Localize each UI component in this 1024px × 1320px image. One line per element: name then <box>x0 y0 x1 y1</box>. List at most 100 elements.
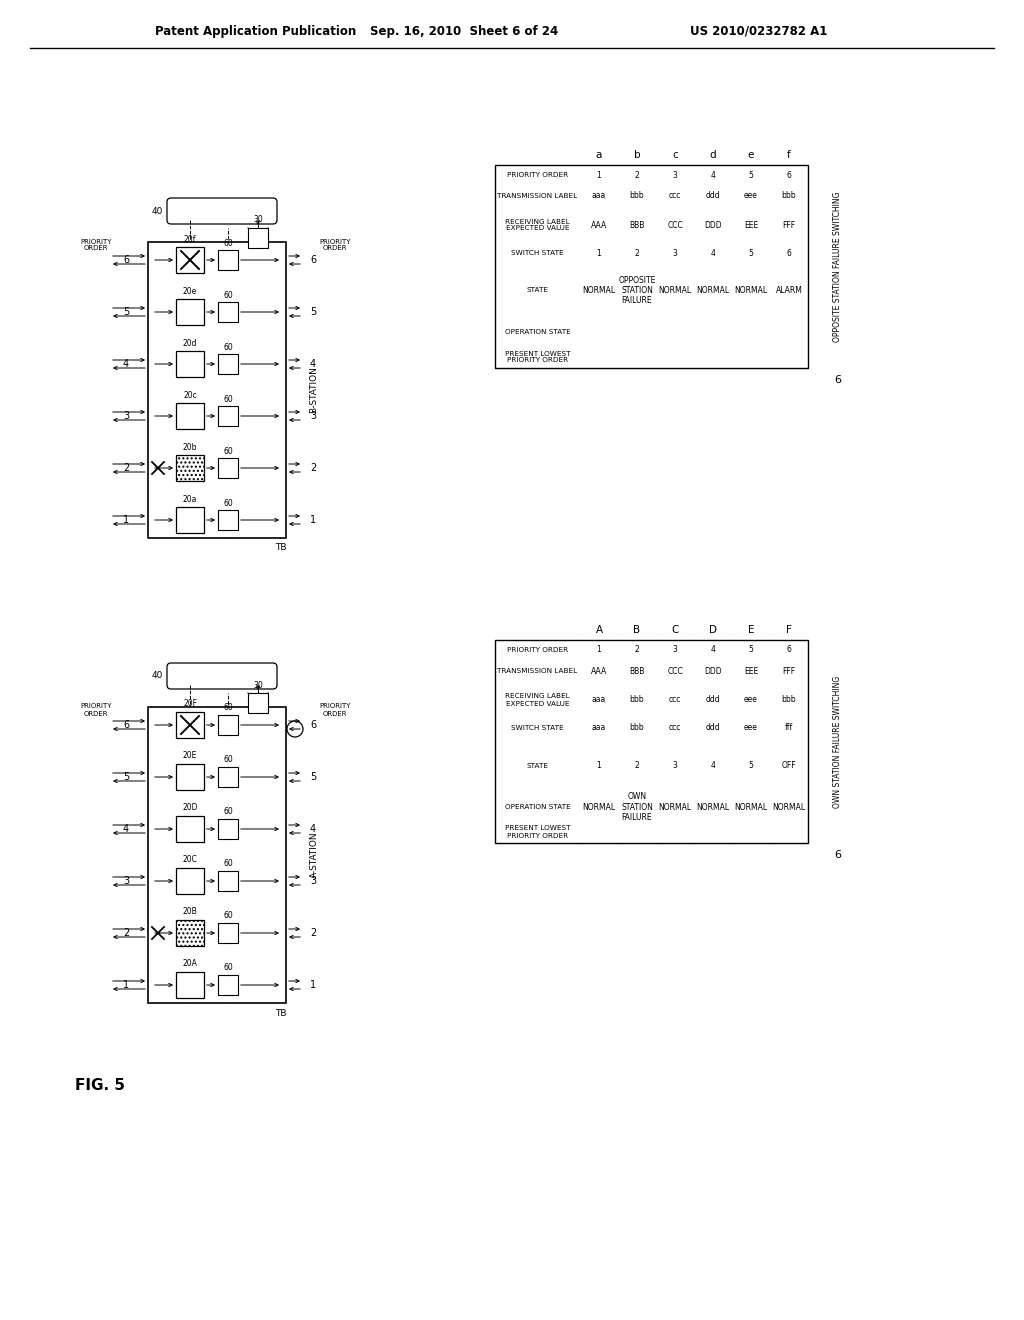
Text: PRESENT LOWEST
PRIORITY ORDER: PRESENT LOWEST PRIORITY ORDER <box>505 825 570 838</box>
Text: 6: 6 <box>786 170 792 180</box>
Text: 1: 1 <box>597 645 601 655</box>
Text: 60: 60 <box>223 808 232 817</box>
Text: AAA: AAA <box>591 667 607 676</box>
Text: SWITCH STATE: SWITCH STATE <box>511 725 564 731</box>
Text: 5: 5 <box>123 772 129 781</box>
Text: B-STATION: B-STATION <box>309 367 318 413</box>
Text: PRIORITY
ORDER: PRIORITY ORDER <box>80 704 112 717</box>
Text: bbb: bbb <box>781 191 797 201</box>
Text: TRANSMISSION LABEL: TRANSMISSION LABEL <box>498 193 578 199</box>
Text: 6: 6 <box>835 375 842 385</box>
Bar <box>218 975 238 995</box>
Bar <box>218 510 238 531</box>
Text: 4: 4 <box>123 359 129 370</box>
Text: 60: 60 <box>223 704 232 713</box>
Bar <box>176 403 204 429</box>
Text: 5: 5 <box>749 248 754 257</box>
Text: 3: 3 <box>123 411 129 421</box>
Text: 3: 3 <box>673 248 678 257</box>
Text: PRIORITY
ORDER: PRIORITY ORDER <box>80 239 112 252</box>
Text: f: f <box>787 150 791 160</box>
Text: PRESENT LOWEST
PRIORITY ORDER: PRESENT LOWEST PRIORITY ORDER <box>505 351 570 363</box>
Text: 1: 1 <box>597 170 601 180</box>
Bar <box>176 920 204 946</box>
Bar <box>176 869 204 894</box>
Text: Patent Application Publication: Patent Application Publication <box>155 25 356 37</box>
Text: 5: 5 <box>123 308 129 317</box>
Text: NORMAL: NORMAL <box>658 803 691 812</box>
Text: 3: 3 <box>673 762 678 770</box>
Text: 60: 60 <box>223 755 232 764</box>
Text: NORMAL: NORMAL <box>658 286 691 294</box>
Text: 60: 60 <box>223 912 232 920</box>
Text: aaa: aaa <box>592 723 606 733</box>
Bar <box>495 165 808 368</box>
Text: F: F <box>786 624 792 635</box>
Text: e: e <box>748 150 755 160</box>
Text: 3: 3 <box>673 645 678 655</box>
Text: A-STATION: A-STATION <box>309 832 318 878</box>
Text: BBB: BBB <box>630 220 645 230</box>
Text: STATE: STATE <box>526 763 549 768</box>
Text: 2: 2 <box>635 248 639 257</box>
Text: 2: 2 <box>310 928 316 939</box>
Text: 60: 60 <box>223 446 232 455</box>
Text: bbb: bbb <box>630 191 644 201</box>
Text: 2: 2 <box>123 928 129 939</box>
Text: 60: 60 <box>223 859 232 869</box>
Text: BBB: BBB <box>630 667 645 676</box>
Bar <box>218 302 238 322</box>
Text: 4: 4 <box>711 248 716 257</box>
Text: RECEIVING LABEL
EXPECTED VALUE: RECEIVING LABEL EXPECTED VALUE <box>505 219 569 231</box>
Text: ccc: ccc <box>669 696 681 705</box>
Text: ccc: ccc <box>669 191 681 201</box>
Text: 1: 1 <box>123 515 129 525</box>
Text: 6: 6 <box>310 255 316 265</box>
Text: 2: 2 <box>310 463 316 473</box>
Text: 1: 1 <box>310 515 316 525</box>
Text: 20f: 20f <box>184 235 197 243</box>
Bar <box>148 708 286 1003</box>
Text: eee: eee <box>744 191 758 201</box>
Text: SWITCH STATE: SWITCH STATE <box>511 249 564 256</box>
Bar <box>218 354 238 374</box>
Text: 6: 6 <box>835 850 842 861</box>
Text: 2: 2 <box>635 645 639 655</box>
Text: 5: 5 <box>749 645 754 655</box>
Text: 30: 30 <box>253 215 263 224</box>
Text: DDD: DDD <box>705 667 722 676</box>
Text: a: a <box>596 150 602 160</box>
Text: E: E <box>748 624 755 635</box>
Text: CCC: CCC <box>667 667 683 676</box>
Bar <box>176 300 204 325</box>
Text: NORMAL: NORMAL <box>696 286 729 294</box>
Text: NORMAL: NORMAL <box>583 286 615 294</box>
Text: OFF: OFF <box>781 762 797 770</box>
Text: 20e: 20e <box>183 286 198 296</box>
Text: 20A: 20A <box>182 960 198 969</box>
Text: 4: 4 <box>711 762 716 770</box>
Text: ddd: ddd <box>706 696 720 705</box>
Text: Sep. 16, 2010  Sheet 6 of 24: Sep. 16, 2010 Sheet 6 of 24 <box>370 25 558 37</box>
Text: 5: 5 <box>310 308 316 317</box>
Text: 60: 60 <box>223 239 232 248</box>
Text: ddd: ddd <box>706 723 720 733</box>
Text: PRIORITY ORDER: PRIORITY ORDER <box>507 172 568 178</box>
Text: US 2010/0232782 A1: US 2010/0232782 A1 <box>690 25 827 37</box>
Bar <box>218 767 238 787</box>
Text: 20B: 20B <box>182 908 198 916</box>
Text: 20a: 20a <box>183 495 198 503</box>
Bar <box>176 711 204 738</box>
Text: 20D: 20D <box>182 804 198 813</box>
Text: 6: 6 <box>786 248 792 257</box>
Text: 60: 60 <box>223 342 232 351</box>
Text: ALARM: ALARM <box>775 286 803 294</box>
Text: 2: 2 <box>635 762 639 770</box>
Text: 2: 2 <box>123 463 129 473</box>
Text: 6: 6 <box>786 645 792 655</box>
Text: NORMAL: NORMAL <box>734 286 768 294</box>
Text: 20F: 20F <box>183 700 197 709</box>
Text: c: c <box>672 150 678 160</box>
Bar <box>218 249 238 271</box>
Text: OWN
STATION
FAILURE: OWN STATION FAILURE <box>622 792 653 822</box>
